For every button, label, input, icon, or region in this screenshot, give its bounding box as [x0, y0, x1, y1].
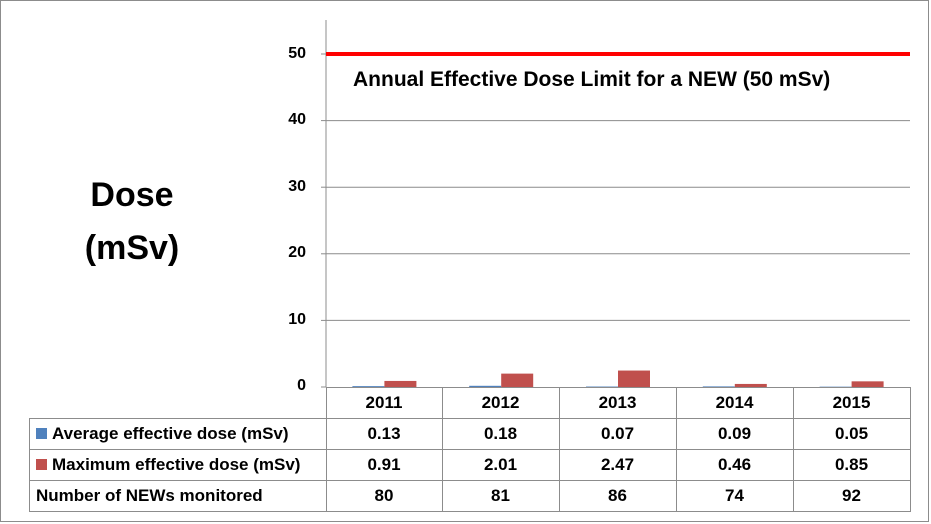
- table-row: Number of NEWs monitored 80 81 86 74 92: [29, 480, 911, 512]
- y-tick-label: 30: [288, 178, 306, 195]
- table-cell: 2.01: [441, 449, 560, 481]
- y-tick-label: 20: [288, 244, 306, 261]
- reference-line-label: Annual Effective Dose Limit for a NEW (5…: [353, 68, 831, 91]
- table-cell: 0.05: [792, 418, 911, 450]
- bar-average: [352, 386, 385, 387]
- table-cell: 0.85: [792, 449, 911, 481]
- table-cell: 92: [792, 480, 911, 512]
- y-axis-label-line1: Dose: [90, 176, 174, 214]
- series-name: Maximum effective dose (mSv): [52, 455, 301, 474]
- category-label: 2012: [441, 387, 560, 419]
- table-cell: 81: [441, 480, 560, 512]
- table-cell: 0.13: [325, 418, 443, 450]
- y-tick-label: 10: [288, 311, 306, 328]
- row-label: Number of NEWs monitored: [29, 480, 327, 512]
- bar-maximum: [851, 381, 884, 387]
- table-cell: 0.91: [325, 449, 443, 481]
- y-axis-label-line2: (mSv): [84, 229, 180, 267]
- bar-average: [586, 386, 618, 388]
- series-name: Average effective dose (mSv): [52, 424, 289, 443]
- legend-entry-average: Average effective dose (mSv): [29, 418, 327, 450]
- table-row: Maximum effective dose (mSv) 0.91 2.01 2…: [29, 449, 911, 481]
- category-label: 2014: [675, 387, 794, 419]
- table-cell: 0.18: [441, 418, 560, 450]
- y-tick-label: 50: [288, 45, 306, 62]
- category-label: 2011: [325, 387, 443, 419]
- table-cell: 0.46: [675, 449, 794, 481]
- y-tick-label: 0: [297, 377, 306, 394]
- category-label: 2013: [558, 387, 677, 419]
- bar-average: [702, 386, 735, 387]
- bar-maximum: [501, 373, 534, 387]
- data-table: 2011 2012 2013 2014 2015 Average effecti…: [29, 387, 911, 512]
- bar-average: [819, 386, 852, 388]
- table-cell: 86: [558, 480, 677, 512]
- table-corner-cell: [29, 387, 327, 419]
- legend-swatch-red: [36, 459, 47, 470]
- category-label: 2015: [792, 387, 911, 419]
- table-cell: 80: [325, 480, 443, 512]
- table-row: Average effective dose (mSv) 0.13 0.18 0…: [29, 418, 911, 450]
- legend-entry-maximum: Maximum effective dose (mSv): [29, 449, 327, 481]
- legend-swatch-blue: [36, 428, 47, 439]
- table-header-row: 2011 2012 2013 2014 2015: [29, 387, 911, 419]
- table-cell: 0.09: [675, 418, 794, 450]
- bar-maximum: [384, 380, 417, 387]
- table-cell: 74: [675, 480, 794, 512]
- bar-maximum: [734, 383, 767, 387]
- bar-average: [469, 385, 502, 387]
- bar-maximum: [618, 370, 650, 387]
- table-cell: 0.07: [558, 418, 677, 450]
- table-cell: 2.47: [558, 449, 677, 481]
- y-tick-label: 40: [288, 111, 306, 128]
